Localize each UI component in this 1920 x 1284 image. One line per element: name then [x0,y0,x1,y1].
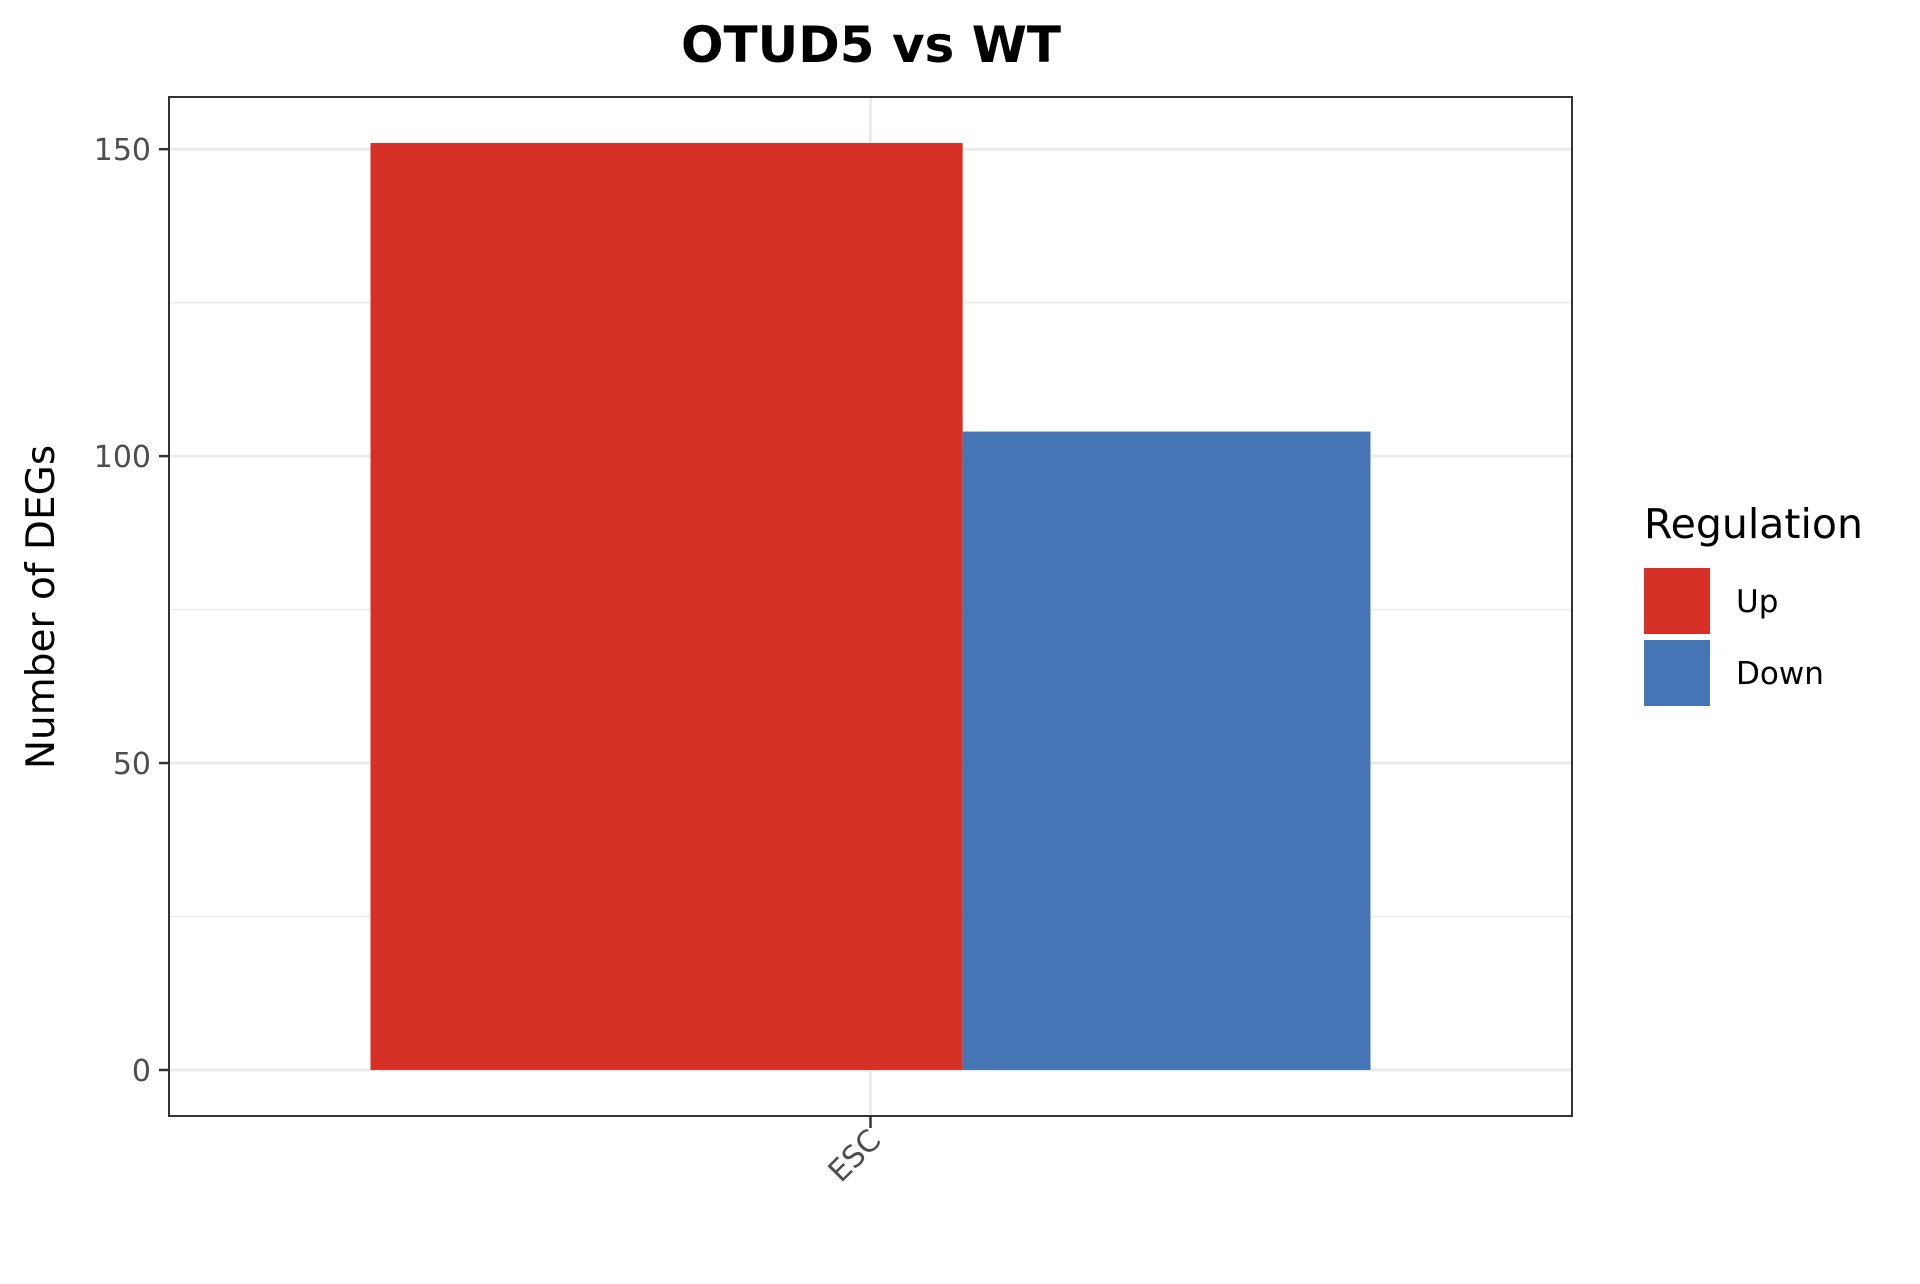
y-tick-label: 0 [132,1054,151,1089]
y-tick-label: 100 [94,440,151,475]
bar-down [962,431,1371,1070]
bar-up [370,143,963,1070]
y-tick-label: 50 [113,747,151,782]
legend: Regulation Up Down [1644,500,1863,706]
legend-title: Regulation [1644,500,1863,548]
x-axis: ESC [822,1116,888,1189]
legend-key-up [1644,568,1710,634]
x-tick-label: ESC [822,1123,888,1189]
legend-label-down: Down [1736,656,1824,692]
legend-key-down [1644,640,1710,706]
y-tick-label: 150 [94,133,151,168]
chart-title: OTUD5 vs WT [681,16,1061,74]
legend-label-up: Up [1736,584,1778,620]
y-axis: 0 50 100 150 [94,133,169,1089]
bars [370,143,1371,1070]
legend-items: Up Down [1644,568,1824,706]
y-axis-title: Number of DEGs [19,445,64,769]
